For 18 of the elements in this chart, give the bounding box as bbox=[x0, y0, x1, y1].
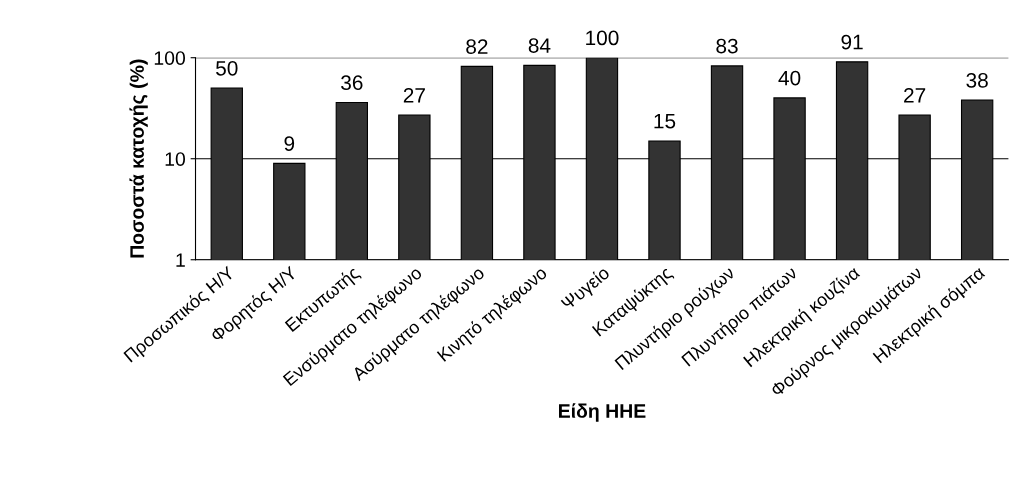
data-label: 91 bbox=[841, 34, 863, 50]
data-label: 40 bbox=[778, 70, 801, 86]
data-label: 82 bbox=[466, 39, 488, 54]
x-axis-title: Είδη ΗΗΕ bbox=[559, 403, 646, 422]
y-tick-label: 100 bbox=[154, 51, 186, 65]
y-tick-label: 1 bbox=[176, 253, 185, 267]
data-label: 27 bbox=[403, 87, 425, 103]
y-tick-label: 10 bbox=[165, 152, 186, 166]
data-label: 50 bbox=[216, 60, 238, 76]
data-label: 9 bbox=[284, 136, 295, 151]
y-axis-title: Ποσοστά κατοχής (%) bbox=[129, 59, 148, 258]
data-label: 83 bbox=[716, 38, 738, 54]
data-label: 15 bbox=[654, 113, 676, 129]
data-label: 100 bbox=[586, 30, 619, 46]
data-label: 38 bbox=[966, 72, 988, 88]
data-label: 27 bbox=[904, 87, 926, 103]
data-label: 36 bbox=[341, 75, 363, 91]
data-label: 84 bbox=[528, 38, 551, 53]
